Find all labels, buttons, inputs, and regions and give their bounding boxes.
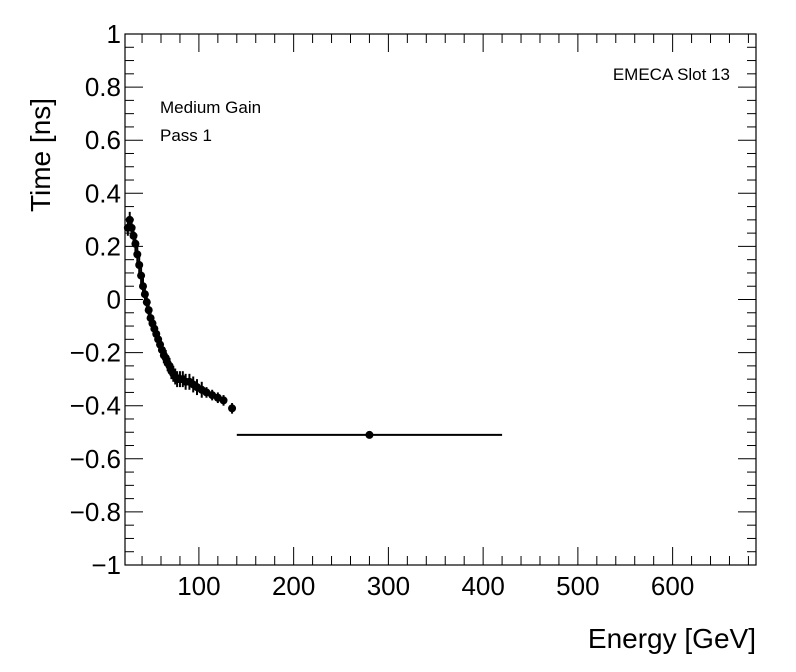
data-point [228,404,237,413]
x-tick-label: 100 [177,571,220,601]
pass-label: Pass 1 [160,126,212,145]
y-tick-label: 1 [107,19,121,49]
data-point [135,260,144,269]
data-marks [123,211,503,439]
x-tick-label: 400 [461,571,504,601]
data-point [131,239,140,248]
data-point [133,250,142,259]
y-tick-label: 0.8 [85,72,121,102]
y-axis-title: Time [ns] [25,98,56,212]
y-tick-label: −0.2 [70,338,121,368]
gain-label: Medium Gain [160,98,261,117]
y-tick-label: 0.4 [85,178,121,208]
slot-label: EMECA Slot 13 [613,65,730,84]
data-point [365,430,374,439]
y-tick-label: −0.8 [70,497,121,527]
x-tick-labels: 100 200 300 400 500 600 [177,571,694,601]
x-axis-title: Energy [GeV] [588,623,756,654]
data-point [137,271,146,280]
axis-ticks [125,33,756,566]
data-point [219,396,228,405]
x-tick-label: 200 [272,571,315,601]
y-tick-label: −0.6 [70,444,121,474]
y-tick-label: 0 [107,285,121,315]
y-tick-label: 0.6 [85,125,121,155]
x-tick-label: 500 [556,571,599,601]
y-tick-label: −1 [91,550,121,580]
y-tick-label: 0.2 [85,231,121,261]
y-tick-labels: −1 −0.8 −0.6 −0.4 −0.2 0 0.2 0.4 0.6 0.8 1 [70,19,121,580]
x-tick-label: 300 [367,571,410,601]
x-tick-label: 600 [651,571,694,601]
y-tick-label: −0.4 [70,391,121,421]
